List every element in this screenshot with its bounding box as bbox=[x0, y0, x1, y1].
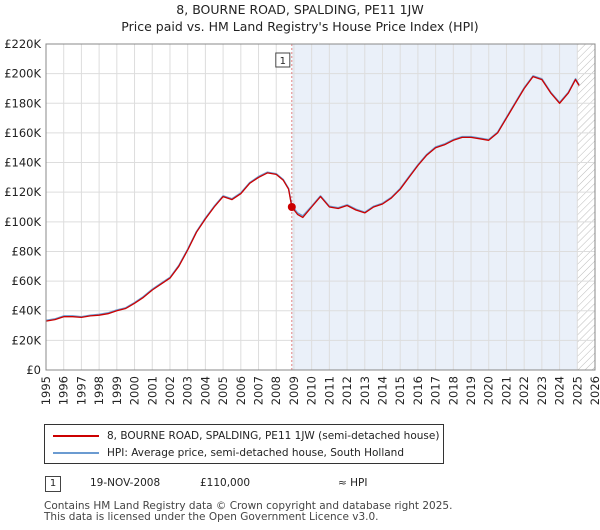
sale-label-box bbox=[275, 52, 291, 68]
x-tick-label: 2013 bbox=[358, 376, 372, 405]
copyright-note: Contains HM Land Registry data © Crown c… bbox=[44, 500, 453, 512]
x-tick-label: 2008 bbox=[269, 376, 283, 405]
price-line-swatch bbox=[53, 435, 99, 437]
x-tick-label: 2000 bbox=[128, 376, 142, 405]
y-tick-label: £20K bbox=[12, 333, 42, 347]
x-tick-label: 2007 bbox=[252, 376, 266, 405]
price-series-line bbox=[45, 75, 580, 322]
licence-note: This data is licensed under the Open Gov… bbox=[44, 511, 379, 523]
sale-label-text: 1 bbox=[280, 56, 286, 67]
x-tick-label: 2002 bbox=[163, 376, 177, 405]
x-tick-label: 1996 bbox=[57, 376, 71, 405]
chart-subtitle: Price paid vs. HM Land Registry's House … bbox=[121, 19, 479, 34]
x-tick-label: 2014 bbox=[375, 376, 389, 405]
sale-marker-label: 1 bbox=[275, 52, 291, 68]
x-tick-label: 2012 bbox=[340, 376, 354, 405]
x-axis-ticks: 1995 1996 1997 1998 1999 2000 2001 2002 2003 2004… bbox=[39, 376, 600, 405]
y-tick-label: £0 bbox=[26, 363, 41, 377]
x-tick-label: 2003 bbox=[181, 376, 195, 405]
sale-hpi-relation: ≈ HPI bbox=[338, 477, 368, 489]
y-tick-label: £140K bbox=[4, 156, 41, 170]
x-tick-label: 2021 bbox=[499, 376, 513, 405]
x-tick-label: 2025 bbox=[570, 376, 584, 405]
y-tick-label: £200K bbox=[4, 67, 41, 81]
series-lines bbox=[45, 75, 580, 322]
price-chart: £0 £20K £40K £60K £80K £100K £120K £140K £160K £1… bbox=[4, 37, 600, 405]
x-tick-label: 2001 bbox=[145, 376, 159, 405]
legend-item-price: 8, BOURNE ROAD, SPALDING, PE11 1JW (semi… bbox=[53, 428, 439, 444]
y-tick-label: £60K bbox=[12, 274, 42, 288]
sale-point bbox=[287, 203, 296, 211]
x-tick-label: 2018 bbox=[446, 376, 460, 405]
x-tick-label: 1995 bbox=[39, 376, 53, 405]
sale-marker-box: 1 bbox=[45, 476, 61, 492]
y-tick-label: £100K bbox=[4, 215, 41, 229]
x-tick-label: 2017 bbox=[429, 376, 443, 405]
y-axis-ticks: £0 £20K £40K £60K £80K £100K £120K £140K £160K £1… bbox=[4, 37, 41, 377]
x-tick-label: 2009 bbox=[287, 376, 301, 405]
sale-price: £110,000 bbox=[200, 477, 251, 489]
sale-date: 19-NOV-2008 bbox=[90, 477, 161, 489]
x-tick-label: 2019 bbox=[464, 376, 478, 405]
x-tick-label: 2015 bbox=[393, 376, 407, 405]
y-tick-label: £180K bbox=[4, 96, 41, 110]
x-tick-label: 1999 bbox=[110, 376, 124, 405]
y-tick-label: £120K bbox=[4, 185, 41, 199]
x-tick-label: 1997 bbox=[74, 376, 88, 405]
x-tick-label: 2011 bbox=[322, 376, 336, 405]
legend: 8, BOURNE ROAD, SPALDING, PE11 1JW (semi… bbox=[44, 424, 444, 464]
y-tick-label: £40K bbox=[12, 304, 42, 318]
legend-hpi-label: HPI: Average price, semi-detached house,… bbox=[107, 447, 404, 459]
sale-row: 1 19-NOV-2008 £110,000 ≈ HPI bbox=[0, 474, 600, 492]
x-tick-label: 2005 bbox=[216, 376, 230, 405]
x-tick-label: 2004 bbox=[198, 376, 212, 405]
x-tick-label: 2023 bbox=[535, 376, 549, 405]
legend-price-label: 8, BOURNE ROAD, SPALDING, PE11 1JW (semi… bbox=[107, 430, 440, 442]
forecast-hatch-area bbox=[577, 44, 595, 370]
x-tick-label: 2024 bbox=[553, 376, 567, 405]
y-tick-label: £160K bbox=[4, 126, 41, 140]
y-tick-label: £80K bbox=[12, 244, 42, 258]
x-tick-label: 1998 bbox=[92, 376, 106, 405]
hpi-line-swatch bbox=[53, 452, 99, 454]
x-tick-label: 2020 bbox=[482, 376, 496, 405]
x-tick-label: 2026 bbox=[588, 376, 600, 405]
x-tick-label: 2010 bbox=[305, 376, 319, 405]
x-tick-label: 2022 bbox=[517, 376, 531, 405]
x-tick-label: 2006 bbox=[234, 376, 248, 405]
legend-item-hpi: HPI: Average price, semi-detached house,… bbox=[53, 445, 404, 461]
chart-title: 8, BOURNE ROAD, SPALDING, PE11 1JW bbox=[176, 2, 424, 17]
plot-frame bbox=[45, 43, 596, 371]
y-tick-label: £220K bbox=[4, 37, 41, 51]
x-tick-label: 2016 bbox=[411, 376, 425, 405]
